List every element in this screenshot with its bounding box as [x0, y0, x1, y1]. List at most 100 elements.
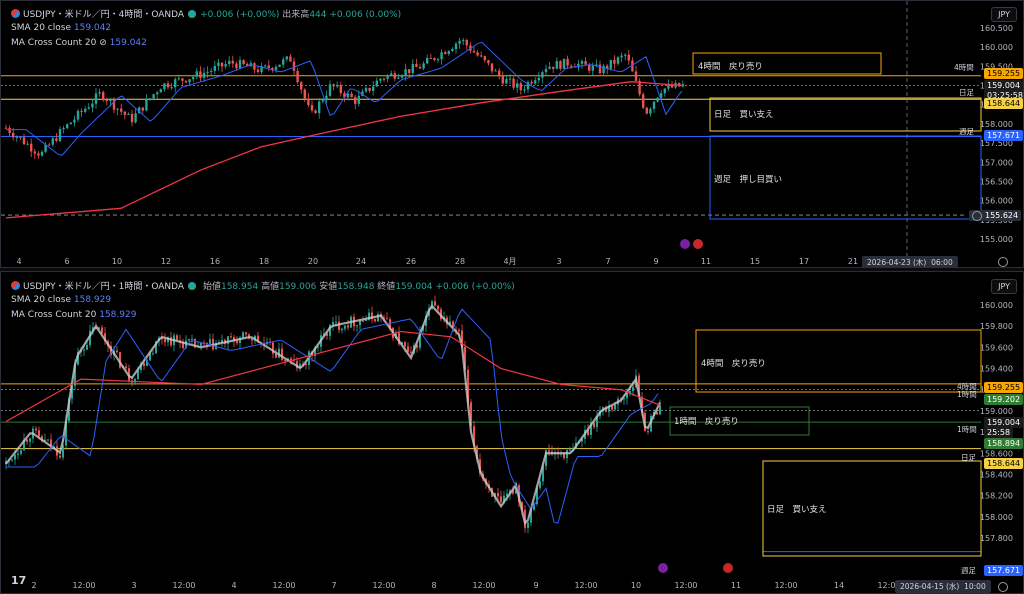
- candle-body: [559, 61, 562, 69]
- time-tick: 11: [731, 581, 741, 590]
- currency-selector[interactable]: JPY: [991, 279, 1017, 294]
- line-label-daily: 日足: [959, 88, 974, 97]
- sma-legend-4h[interactable]: SMA 20 close 159.042: [11, 23, 111, 33]
- zone-label-daily-support: 日足 買い支え: [714, 110, 774, 120]
- candle-body: [386, 318, 388, 320]
- candle-body: [638, 80, 641, 95]
- time-tick: 12:00: [574, 581, 597, 590]
- candle-body: [98, 327, 100, 330]
- candle-body: [267, 65, 270, 69]
- candle-body: [527, 522, 529, 528]
- symbol-title[interactable]: USDJPY・米ドル／円・4時間・OANDA: [23, 10, 185, 20]
- ma-value: 159.042: [109, 38, 147, 48]
- candle-body: [188, 79, 191, 83]
- hidden-icon[interactable]: ⊘: [99, 38, 107, 48]
- symbol-title[interactable]: USDJPY・米ドル／円・1時間・OANDA: [23, 282, 185, 292]
- candle-body: [614, 404, 616, 410]
- zone-label-daily-support: 日足 買い支え: [767, 505, 827, 515]
- candle-body: [105, 99, 108, 102]
- ma-line: [5, 81, 684, 219]
- candle-body: [365, 319, 367, 321]
- candle-body: [220, 62, 224, 67]
- countdown-tag: 03:25:58: [984, 90, 1023, 101]
- time-tick: 28: [455, 257, 465, 266]
- candle-body: [498, 70, 501, 77]
- ma-legend-4h[interactable]: MA Cross Count 20 ⊘ 159.042: [11, 38, 147, 48]
- live-dot-icon: [188, 10, 197, 18]
- currency-selector[interactable]: JPY: [991, 7, 1017, 22]
- candle-body: [534, 80, 537, 84]
- candle-body: [652, 101, 656, 109]
- candle-body: [461, 330, 463, 347]
- sma-legend-1h[interactable]: SMA 20 close 158.929: [11, 295, 112, 305]
- candle-body: [253, 63, 256, 70]
- chart-panel-4h[interactable]: 160.500160.000159.500159.000158.500158.0…: [0, 0, 1024, 268]
- time-tick: 15: [750, 257, 760, 266]
- candle-body: [146, 360, 148, 366]
- chart-canvas-1h[interactable]: 160.000159.800159.600159.400159.200159.0…: [1, 272, 1024, 594]
- candle-body: [375, 80, 378, 87]
- zone-4h-sell: [692, 52, 882, 75]
- candle-body: [368, 312, 370, 320]
- candle-body: [555, 61, 558, 69]
- candle-body: [89, 330, 91, 346]
- price-tick: 158.600: [980, 449, 1013, 458]
- price-tag-1h-top: 159.202: [984, 394, 1023, 405]
- line-label-1h-top: 1時間: [957, 390, 977, 399]
- news-flag-icon: [723, 563, 733, 573]
- candle-body: [562, 58, 566, 69]
- time-tick: 4: [16, 257, 21, 266]
- candle-body: [50, 439, 52, 448]
- chart-canvas-4h[interactable]: 160.500160.000159.500159.000158.500158.0…: [1, 1, 1024, 268]
- candle-body: [429, 57, 432, 59]
- candle-body: [242, 332, 244, 338]
- candle-body: [235, 63, 238, 69]
- add-alert-icon[interactable]: [972, 211, 982, 221]
- ma-legend-1h[interactable]: MA Cross Count 20 158.929: [11, 310, 137, 320]
- line-label-4h: 4時間: [957, 382, 977, 391]
- candle-body: [148, 98, 152, 100]
- chart-panel-1h[interactable]: 160.000159.800159.600159.400159.200159.0…: [0, 271, 1024, 594]
- settings-icon[interactable]: [998, 582, 1008, 592]
- candle-body: [595, 64, 598, 66]
- candle-body: [164, 339, 166, 342]
- candle-body: [410, 351, 412, 353]
- close-value: 159.004: [395, 282, 433, 292]
- candle-body: [23, 439, 25, 451]
- candle-body: [458, 329, 460, 331]
- candle-body: [317, 346, 319, 348]
- candle-body: [166, 83, 170, 88]
- candle-body: [73, 119, 76, 123]
- line-label-daily: 日足: [961, 453, 976, 462]
- volume-value: 444: [309, 10, 327, 20]
- settings-icon[interactable]: [998, 257, 1008, 267]
- candle-body: [239, 337, 241, 344]
- candle-body: [422, 63, 425, 69]
- candle-body: [278, 348, 280, 358]
- candle-body: [638, 375, 640, 397]
- event-icon: [680, 239, 690, 249]
- candle-body: [472, 50, 476, 53]
- candle-body: [51, 138, 54, 145]
- candle-body: [641, 396, 643, 413]
- candle-body: [242, 60, 245, 65]
- price-tag-alert[interactable]: 155.624: [969, 210, 1022, 221]
- candle-body: [338, 321, 340, 331]
- candle-body: [400, 75, 404, 78]
- price-tick: 155.000: [980, 235, 1013, 244]
- candle-body: [347, 325, 349, 328]
- candle-body: [281, 348, 283, 361]
- candle-body: [20, 450, 22, 454]
- candle-body: [37, 153, 40, 156]
- candle-body: [26, 143, 29, 145]
- candle-body: [434, 301, 436, 306]
- candle-body: [397, 77, 400, 79]
- candle-body: [15, 136, 18, 138]
- candle-body: [566, 58, 569, 66]
- candle-body: [199, 71, 202, 78]
- candle-body: [465, 39, 468, 46]
- candle-body: [227, 336, 229, 344]
- tradingview-logo[interactable]: 17: [11, 574, 27, 587]
- line-label-weekly: 週足: [959, 127, 974, 136]
- candle-body: [593, 423, 595, 428]
